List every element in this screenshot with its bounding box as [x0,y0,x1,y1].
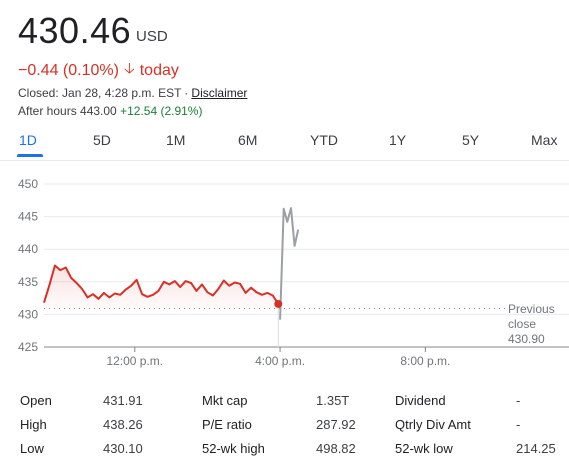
after-hours-price: After hours 443.00 [18,104,117,118]
y-axis-labels: 450 445 440 435 430 425 [18,177,38,354]
tabs-divider [0,160,569,161]
stats-row: Low 430.10 52-wk high 498.82 52-wk low 2… [16,436,566,460]
stat-label: P/E ratio [202,416,252,432]
stat-value: 214.25 [516,440,556,456]
change-period: today [139,61,179,79]
close-point [274,299,283,308]
stat-label: Low [20,440,44,456]
stat-value: 1.35T [316,392,350,408]
tab-6m[interactable]: 6M [238,132,258,148]
tab-5d[interactable]: 5D [93,132,111,148]
y-tick-label: 450 [18,177,38,191]
closed-time: Closed: Jan 28, 4:28 p.m. EST [18,86,182,100]
y-tick-label: 435 [18,275,38,289]
tab-ytd[interactable]: YTD [310,132,338,148]
x-tick-label: 12:00 p.m. [106,354,163,368]
after-hours: After hours 443.00 +12.54 (2.91%) [18,104,202,118]
x-tick-label: 4:00 p.m. [255,354,305,368]
previous-close-label: Previous close 430.90 [508,302,555,346]
stat-label: 52-wk high [202,440,265,456]
x-tick-label: 8:00 p.m. [400,354,450,368]
x-axis-labels: 12:00 p.m. 4:00 p.m. 8:00 p.m. [106,354,450,368]
stat-value: 287.92 [316,416,356,432]
y-tick-label: 425 [18,340,38,354]
active-tab-indicator [17,154,43,157]
stock-price: 430.46 [18,10,132,51]
after-hours-line [279,207,300,320]
stats-row: High 438.26 P/E ratio 287.92 Qtrly Div A… [16,412,566,436]
prev-close-line1: Previous [508,302,555,316]
stat-label: Qtrly Div Amt [395,416,471,432]
arrow-down-icon: 🡣 [123,60,135,77]
market-status: Closed: Jan 28, 4:28 p.m. EST · Disclaimer [18,86,247,100]
stat-value: - [516,416,521,432]
stat-label: High [20,416,47,432]
tab-max[interactable]: Max [531,132,558,148]
range-tabs: 1D 5D 1M 6M YTD 1Y 5Y Max [0,132,569,158]
stat-value: 430.10 [103,440,143,456]
y-tick-label: 440 [18,242,38,256]
prev-close-line2: close [508,317,536,331]
stat-label: 52-wk low [395,440,453,456]
y-tick-label: 430 [18,307,38,321]
stat-label: Mkt cap [202,392,248,408]
price-change-row: −0.44 (0.10%) 🡣 today [18,58,179,83]
stat-label: Open [20,392,52,408]
tab-5y[interactable]: 5Y [462,132,480,148]
tab-1d[interactable]: 1D [19,132,37,148]
chart-gridlines [44,183,569,348]
separator: · [184,86,189,100]
stat-value: 431.91 [103,392,143,408]
y-tick-label: 445 [18,210,38,224]
stat-value: 438.26 [103,416,143,432]
currency-label: USD [136,28,168,45]
prev-close-value: 430.90 [508,332,545,346]
tab-1m[interactable]: 1M [166,132,186,148]
disclaimer-link[interactable]: Disclaimer [191,86,248,100]
after-hours-change: +12.54 (2.91%) [120,104,203,118]
regular-session-line [43,264,280,305]
stat-value: 498.82 [316,440,356,456]
x-axis-ticks [134,347,426,352]
key-stats-table: Open 431.91 Mkt cap 1.35T Dividend - Hig… [16,388,566,460]
tab-1y[interactable]: 1Y [389,132,407,148]
stat-value: - [516,392,521,408]
stat-label: Dividend [395,392,446,408]
price-chart[interactable]: 450 445 440 435 430 425 12:00 p.m. 4:00 p.m. 8:… [0,170,569,370]
price-change: −0.44 (0.10%) [18,61,119,79]
stats-row: Open 431.91 Mkt cap 1.35T Dividend - [16,388,566,412]
